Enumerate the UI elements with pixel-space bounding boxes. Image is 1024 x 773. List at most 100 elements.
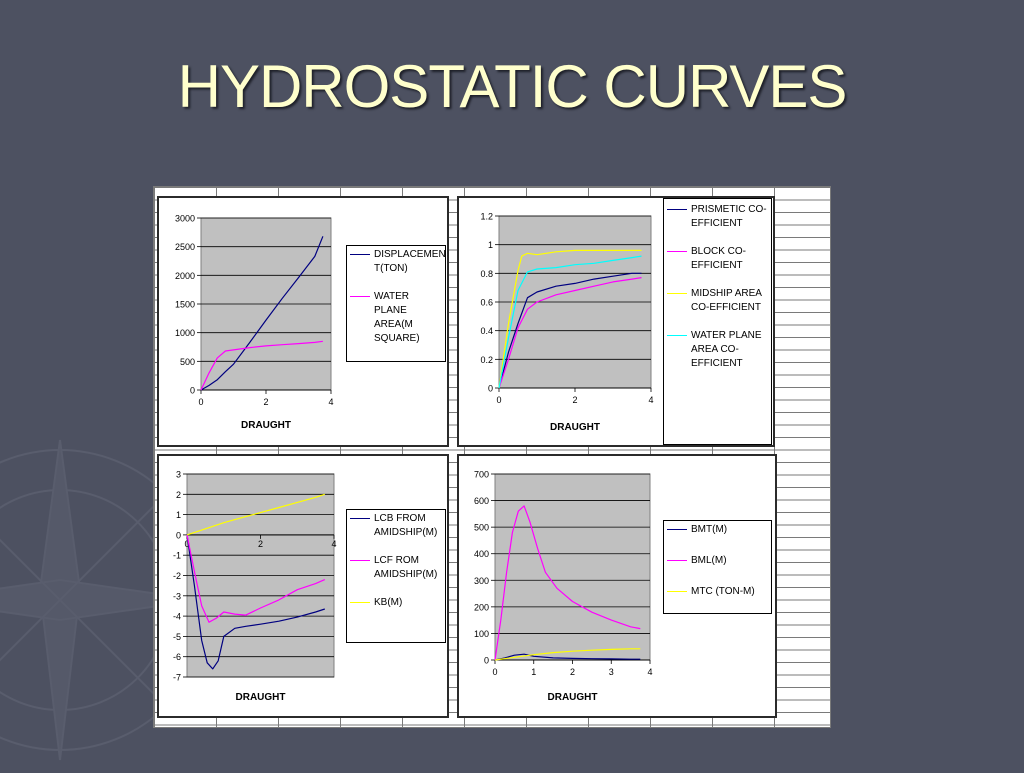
x-tick-label: 4 [331, 539, 336, 549]
legend-swatch [667, 529, 687, 530]
series-line-1 [494, 505, 641, 661]
chart-panel-displacement: 0 500 1000 1500 2000 2500 3000 0 2 4 DRAUGHT DISPL… [157, 196, 449, 447]
chart-metacentre: 0 100 200 300 400 500 600 700 0 1 2 3 4 DRAUGHT [474, 470, 653, 704]
y-tick-label: 0.6 [480, 298, 493, 308]
legend-label: MTC (TON-M) [691, 586, 755, 597]
series-line-1 [498, 277, 642, 389]
y-tick-label: 0 [190, 386, 195, 396]
y-tick-label: 0 [176, 530, 181, 540]
x-tick-label: 2 [570, 667, 575, 677]
legend-swatch [350, 602, 370, 603]
y-tick-label: -2 [173, 571, 181, 581]
legend-item: WATER PLANE AREA(M SQUARE) [350, 290, 442, 346]
series-line-2 [498, 249, 642, 389]
series-line-0 [498, 272, 642, 389]
y-tick-label: 100 [474, 629, 489, 639]
x-tick-label: 2 [258, 539, 263, 549]
y-tick-label: 300 [474, 576, 489, 586]
slide-title: HYDROSTATIC CURVES [177, 53, 848, 120]
legend-label: WATER PLANE AREA(M SQUARE) [374, 291, 420, 344]
chart-panel-metacentre: 0 100 200 300 400 500 600 700 0 1 2 3 4 DRAUGHT BMT(M… [457, 454, 777, 718]
x-tick-label: 0 [492, 667, 497, 677]
x-axis-label: DRAUGHT [550, 422, 600, 433]
legend-item: WATER PLANE AREA CO-EFFICIENT [667, 329, 768, 371]
y-tick-label: 1 [488, 240, 493, 250]
y-tick-label: 1.2 [480, 212, 493, 222]
legend-swatch [350, 296, 370, 297]
legend-label: WATER PLANE AREA CO-EFFICIENT [691, 330, 762, 369]
chart-legend: BMT(M) BML(M) MTC (TON-M) [663, 520, 772, 614]
y-tick-label: -5 [173, 632, 181, 642]
legend-label: PRISMETIC CO-EFFICIENT [691, 204, 767, 229]
chart-panel-centres: -7 -6 -5 -4 -3 -2 -1 0 1 2 3 0 2 4 DRAUGHT LCB FROM AM… [157, 454, 449, 718]
legend-swatch [667, 209, 687, 210]
y-tick-label: 1 [176, 510, 181, 520]
x-tick-label: 3 [609, 667, 614, 677]
legend-swatch [667, 335, 687, 336]
series-line-0 [494, 653, 641, 661]
series-line-2 [494, 648, 641, 661]
chart-legend: DISPLACEMEN T(TON) WATER PLANE AREA(M SQU… [346, 245, 446, 362]
legend-item: MIDSHIP AREA CO-EFFICIENT [667, 287, 768, 315]
legend-label: BLOCK CO-EFFICIENT [691, 246, 747, 271]
y-tick-label: 0 [488, 384, 493, 394]
y-tick-label: 0 [484, 656, 489, 666]
y-tick-label: 2000 [175, 271, 195, 281]
legend-item: KB(M) [350, 596, 442, 610]
legend-label: LCF ROM AMIDSHIP(M) [374, 555, 438, 580]
series-line-1 [200, 340, 323, 391]
legend-item: BMT(M) [667, 523, 768, 537]
legend-label: DISPLACEMEN T(TON) [374, 249, 446, 274]
legend-item: DISPLACEMEN T(TON) [350, 248, 446, 276]
y-tick-label: 400 [474, 549, 489, 559]
y-tick-label: 3 [176, 470, 181, 480]
x-axis-label: DRAUGHT [241, 420, 291, 431]
chart-displacement: 0 500 1000 1500 2000 2500 3000 0 2 4 DRAUGHT [175, 214, 334, 432]
legend-swatch [350, 254, 370, 255]
chart-panel-coefficients: 0 0.2 0.4 0.6 0.8 1 1.2 0 2 4 DRAUGHT PRISMETIC CO… [457, 196, 775, 447]
y-tick-label: -4 [173, 612, 181, 622]
x-tick-label: 0 [496, 395, 501, 405]
series-line-0 [186, 534, 325, 670]
x-tick-label: 4 [328, 397, 333, 407]
legend-item: LCB FROM AMIDSHIP(M) [350, 512, 442, 540]
y-tick-label: -1 [173, 551, 181, 561]
y-tick-label: 500 [474, 523, 489, 533]
y-tick-label: -3 [173, 591, 181, 601]
chart-coefficients: 0 0.2 0.4 0.6 0.8 1 1.2 0 2 4 DRAUGHT [480, 212, 653, 434]
chart-legend: PRISMETIC CO-EFFICIENT BLOCK CO-EFFICIENT… [663, 198, 772, 445]
plot-area [494, 473, 651, 661]
y-tick-label: -7 [173, 673, 181, 683]
y-tick-label: 0.8 [480, 269, 493, 279]
chart-legend: LCB FROM AMIDSHIP(M) LCF ROM AMIDSHIP(M) K… [346, 509, 446, 643]
x-tick-label: 0 [184, 539, 189, 549]
legend-item: BLOCK CO-EFFICIENT [667, 245, 768, 273]
legend-item: PRISMETIC CO-EFFICIENT [667, 203, 768, 231]
y-tick-label: 0.4 [480, 326, 493, 336]
legend-item: BML(M) [667, 554, 768, 568]
y-tick-label: 1000 [175, 328, 195, 338]
legend-label: LCB FROM AMIDSHIP(M) [374, 513, 438, 538]
y-tick-label: 500 [180, 357, 195, 367]
x-tick-label: 1 [531, 667, 536, 677]
legend-label: MIDSHIP AREA CO-EFFICIENT [691, 288, 762, 313]
series-line-1 [186, 534, 326, 623]
x-axis-label: DRAUGHT [236, 692, 286, 703]
y-tick-label: 200 [474, 602, 489, 612]
x-tick-label: 4 [647, 667, 652, 677]
x-tick-label: 4 [648, 395, 653, 405]
x-axis-label: DRAUGHT [548, 692, 598, 703]
x-tick-label: 2 [263, 397, 268, 407]
y-tick-label: -6 [173, 652, 181, 662]
legend-swatch [350, 518, 370, 519]
legend-label: BML(M) [691, 555, 727, 566]
legend-label: KB(M) [374, 597, 403, 608]
series-line-2 [186, 493, 325, 536]
legend-item: LCF ROM AMIDSHIP(M) [350, 554, 442, 582]
x-tick-label: 0 [198, 397, 203, 407]
y-tick-label: 700 [474, 470, 489, 480]
y-tick-label: 600 [474, 496, 489, 506]
legend-swatch [350, 560, 370, 561]
y-tick-label: 2 [176, 490, 181, 500]
